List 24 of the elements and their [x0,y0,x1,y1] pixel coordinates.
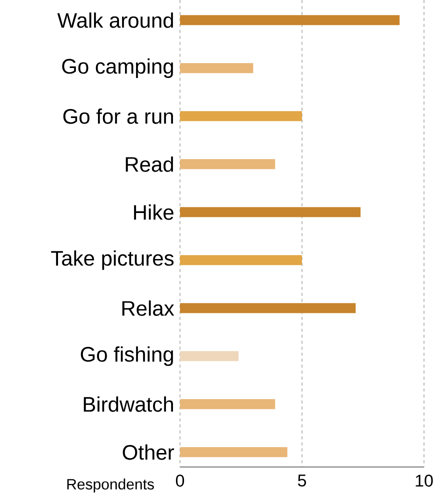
y-tick-label: Relax [122,300,174,316]
bar [180,399,276,410]
bar [180,255,302,266]
y-tick-label: Birdwatch [84,396,173,412]
bar [180,15,400,26]
x-tick-label: 0 [176,474,184,487]
bar [180,111,302,122]
y-tick-label: Walk around [57,12,173,28]
bar [180,207,361,218]
y-tick-label: Hike [134,204,174,220]
y-tick-label: Read [126,156,173,172]
x-tick-label: 5 [298,474,306,487]
y-tick-label: Go camping [62,58,173,78]
bar [180,159,276,170]
y-tick-label: Go for a run [63,108,173,124]
y-tick-label: Other [122,444,174,460]
y-tick-label: Take pictures [51,250,174,270]
bar [180,447,288,458]
bar [180,303,356,314]
x-tick-label: 10 [416,474,433,487]
x-axis-title: Respondents [67,478,154,493]
bar [180,63,254,74]
bar [180,351,239,362]
y-tick-label: Go fishing [80,346,173,366]
